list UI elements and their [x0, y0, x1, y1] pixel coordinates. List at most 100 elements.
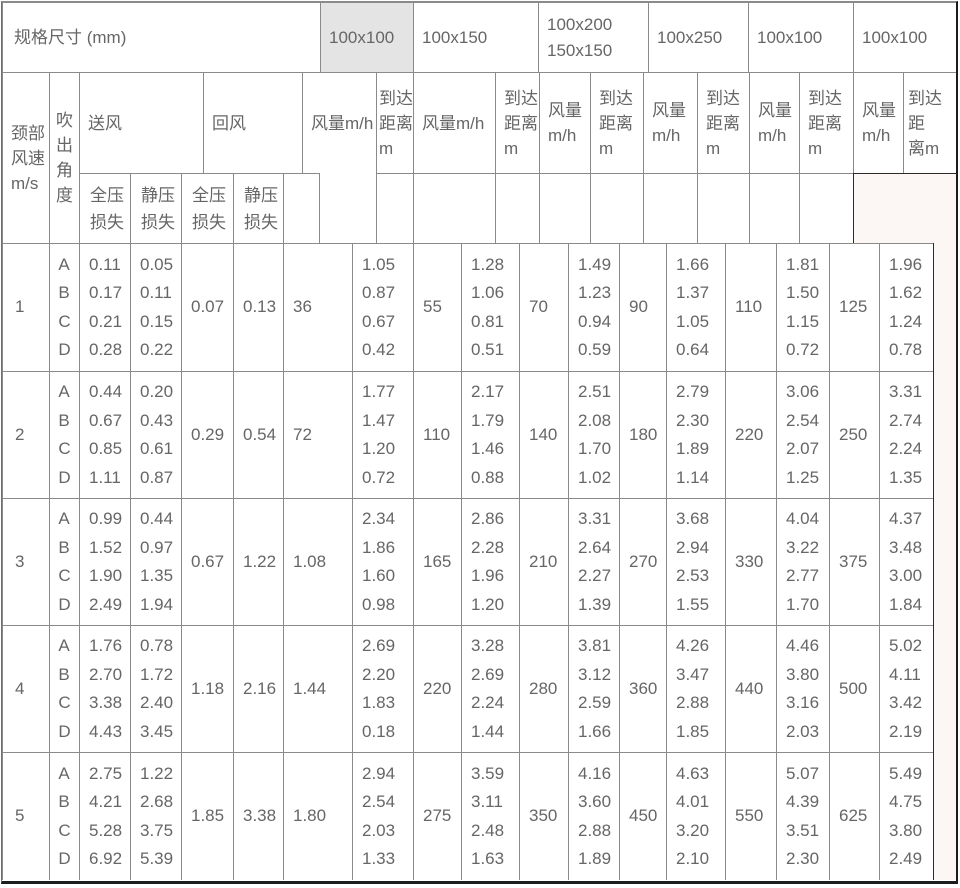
distance-cell: 3.68 2.94 2.53 1.55 — [666, 498, 725, 625]
return-total-loss-cell: 1.85 — [181, 752, 233, 880]
return-static-loss-cell: 1.22 — [233, 498, 283, 625]
flow-cell: 55 — [413, 243, 461, 371]
distance-cell: 3.06 2.54 2.07 1.25 — [776, 371, 829, 498]
spec-size-label: 规格尺寸 (mm) — [2, 2, 320, 72]
flow-cell: 90 — [619, 243, 666, 371]
angle-cell: A B C D — [49, 243, 79, 371]
speed-cell: 3 — [2, 498, 49, 625]
spacer-cell — [376, 173, 413, 243]
distance-header-2: 到达 距离 m — [495, 72, 539, 173]
flow-cell: 250 — [829, 371, 879, 498]
return-static-loss-header: 静压 损失 — [233, 173, 283, 243]
return-total-loss-cell: 0.67 — [181, 498, 233, 625]
distance-header-5: 到达 距离m — [799, 72, 853, 173]
flow-cell: 125 — [829, 243, 879, 371]
spacer-cell — [283, 173, 320, 243]
size-col-5: 100x100 — [748, 2, 853, 72]
return-static-loss-cell: 3.38 — [233, 752, 283, 880]
distance-cell: 3.31 2.64 2.27 1.39 — [568, 498, 619, 625]
size-col-6: 100x100 — [853, 2, 956, 72]
angle-cell: A B C D — [49, 498, 79, 625]
flow-cell: 270 — [619, 498, 666, 625]
distance-cell: 4.63 4.01 3.20 2.10 — [666, 752, 725, 880]
flow-cell: 450 — [619, 752, 666, 880]
distance-cell: 1.28 1.06 0.81 0.51 — [461, 243, 519, 371]
distance-header-1: 到达 距离 m — [376, 72, 413, 173]
supply-total-loss-header: 全压 损失 — [79, 173, 130, 243]
distance-cell: 4.04 3.22 2.77 1.70 — [776, 498, 829, 625]
flow-cell: 220 — [725, 371, 776, 498]
spacer-cell — [413, 173, 495, 243]
spacer-cell — [697, 173, 749, 243]
distance-header-4: 到达 距离m — [697, 72, 749, 173]
pink-area — [853, 173, 956, 243]
distance-cell: 5.02 4.11 3.42 2.19 — [879, 625, 933, 752]
supply-header: 送风 — [79, 72, 203, 173]
distance-cell: 2.69 2.20 1.83 0.18 — [352, 625, 413, 752]
distance-cell: 4.46 3.80 3.16 2.03 — [776, 625, 829, 752]
spacer-cell — [495, 173, 539, 243]
flow-cell: 625 — [829, 752, 879, 880]
distance-cell: 5.07 4.39 3.51 2.30 — [776, 752, 829, 880]
return-static-loss-cell: 0.13 — [233, 243, 283, 371]
size-col-4: 100x250 — [648, 2, 748, 72]
flow-cell: 350 — [519, 752, 568, 880]
supply-total-loss-cell: 0.99 1.52 1.90 2.49 — [79, 498, 130, 625]
neck-speed-header: 颈部 风速 m/s — [2, 72, 49, 243]
supply-static-loss-cell: 0.20 0.43 0.61 0.87 — [130, 371, 181, 498]
spacer-cell — [749, 173, 799, 243]
distance-cell: 1.49 1.23 0.94 0.59 — [568, 243, 619, 371]
distance-cell: 1.05 0.87 0.67 0.42 — [352, 243, 413, 371]
angle-cell: A B C D — [49, 371, 79, 498]
return-total-loss-header: 全压 损失 — [181, 173, 233, 243]
pink-strip — [933, 243, 956, 880]
supply-static-loss-cell: 0.44 0.97 1.35 1.94 — [130, 498, 181, 625]
distance-cell: 3.81 3.12 2.59 1.66 — [568, 625, 619, 752]
supply-total-loss-cell: 0.44 0.67 0.85 1.11 — [79, 371, 130, 498]
flow-cell: 110 — [725, 243, 776, 371]
angle-cell: A B C D — [49, 752, 79, 880]
speed-cell: 5 — [2, 752, 49, 880]
supply-static-loss-cell: 1.22 2.68 3.75 5.39 — [130, 752, 181, 880]
flow-cell: 140 — [519, 371, 568, 498]
distance-header-3: 到达 距离m — [590, 72, 643, 173]
size-col-1: 100x100 — [320, 2, 413, 72]
distance-cell: 4.16 3.60 2.88 1.89 — [568, 752, 619, 880]
flow-cell: 36 — [283, 243, 352, 371]
flow-cell: 220 — [413, 625, 461, 752]
distance-cell: 2.51 2.08 1.70 1.02 — [568, 371, 619, 498]
supply-static-loss-header: 静压 损失 — [130, 173, 181, 243]
supply-static-loss-cell: 0.05 0.11 0.15 0.22 — [130, 243, 181, 371]
distance-cell: 2.86 2.28 1.96 1.20 — [461, 498, 519, 625]
return-total-loss-cell: 0.29 — [181, 371, 233, 498]
distance-cell: 1.81 1.50 1.15 0.72 — [776, 243, 829, 371]
angle-cell: A B C D — [49, 625, 79, 752]
size-col-3: 100x200 150x150 — [538, 2, 648, 72]
spacer-cell — [590, 173, 643, 243]
distance-cell: 1.66 1.37 1.05 0.64 — [666, 243, 725, 371]
return-total-loss-cell: 0.07 — [181, 243, 233, 371]
flow-cell: 1.08 — [283, 498, 352, 625]
supply-static-loss-cell: 0.78 1.72 2.40 3.45 — [130, 625, 181, 752]
spacer-cell — [539, 173, 590, 243]
distance-cell: 4.37 3.48 3.00 1.84 — [879, 498, 933, 625]
flow-header-5: 风量 m/h — [749, 72, 799, 173]
distance-cell: 3.28 2.69 2.24 1.44 — [461, 625, 519, 752]
flow-cell: 375 — [829, 498, 879, 625]
distance-cell: 2.17 1.79 1.46 0.88 — [461, 371, 519, 498]
flow-cell: 1.80 — [283, 752, 352, 880]
distance-cell: 2.94 2.54 2.03 1.33 — [352, 752, 413, 880]
flow-cell: 360 — [619, 625, 666, 752]
flow-cell: 440 — [725, 625, 776, 752]
return-header: 回风 — [203, 72, 302, 173]
speed-cell: 4 — [2, 625, 49, 752]
return-static-loss-cell: 2.16 — [233, 625, 283, 752]
supply-total-loss-cell: 1.76 2.70 3.38 4.43 — [79, 625, 130, 752]
speed-cell: 1 — [2, 243, 49, 371]
flow-cell: 210 — [519, 498, 568, 625]
distance-cell: 1.96 1.62 1.24 0.78 — [879, 243, 933, 371]
flow-cell: 165 — [413, 498, 461, 625]
spacer-cell — [799, 173, 853, 243]
flow-header-4: 风量 m/h — [643, 72, 697, 173]
